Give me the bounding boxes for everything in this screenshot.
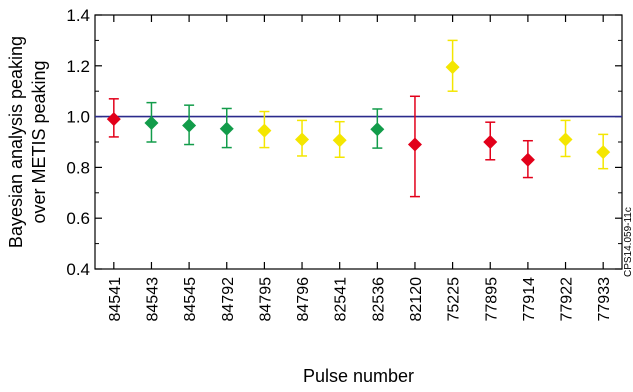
data-point-marker [106,112,121,127]
x-tick-label: 82536 [370,277,387,322]
data-point-marker [332,133,347,148]
data-point-marker [520,152,535,167]
data-point-marker [219,121,234,136]
y-tick-label: 0.8 [66,158,90,177]
y-axis-title-line: Bayesian analysis peaking [6,36,26,248]
x-tick-label: 77914 [521,277,538,322]
x-tick-label: 84792 [220,277,237,322]
x-tick-label: 84543 [144,277,161,322]
data-point-marker [182,118,197,133]
data-point-marker [257,123,272,138]
y-tick-label: 1.4 [66,6,90,25]
y-tick-label: 0.6 [66,209,90,228]
data-point-marker [407,137,422,152]
x-tick-label: 77933 [596,277,613,322]
figure-id-annotation: CPS14.059-11c [623,207,633,277]
data-point-marker [596,145,611,160]
x-tick-label: 77895 [483,277,500,322]
plot-frame [94,14,623,270]
y-axis-title-line: over METIS peaking [29,60,49,223]
y-tick-label: 1.0 [66,108,90,127]
y-tick-label: 0.4 [66,260,90,279]
data-point-marker [370,122,385,137]
x-tick-label: 84795 [257,277,274,322]
x-tick-label: 82120 [408,277,425,322]
y-tick-label: 1.2 [66,57,90,76]
plot-area: 0.4 0.6 0.8 1.0 1.2 1.4 84541 84543 84545 84792 84… [66,6,623,322]
y-axis-title: Bayesian analysis peaking over METIS peak… [6,36,49,248]
x-axis-title: Pulse number [303,366,414,386]
x-tick-label: 82541 [333,277,350,322]
x-tick-label: 75225 [446,277,463,322]
x-tick-label: 84545 [182,277,199,322]
data-point-marker [558,132,573,147]
data-point-marker [144,115,159,130]
data-point-marker [295,132,310,147]
data-point-marker [445,60,460,75]
x-tick-label: 77922 [559,277,576,322]
x-tick-label: 84796 [295,277,312,322]
data-point-marker [483,135,498,149]
x-tick-label: 84541 [107,277,124,322]
